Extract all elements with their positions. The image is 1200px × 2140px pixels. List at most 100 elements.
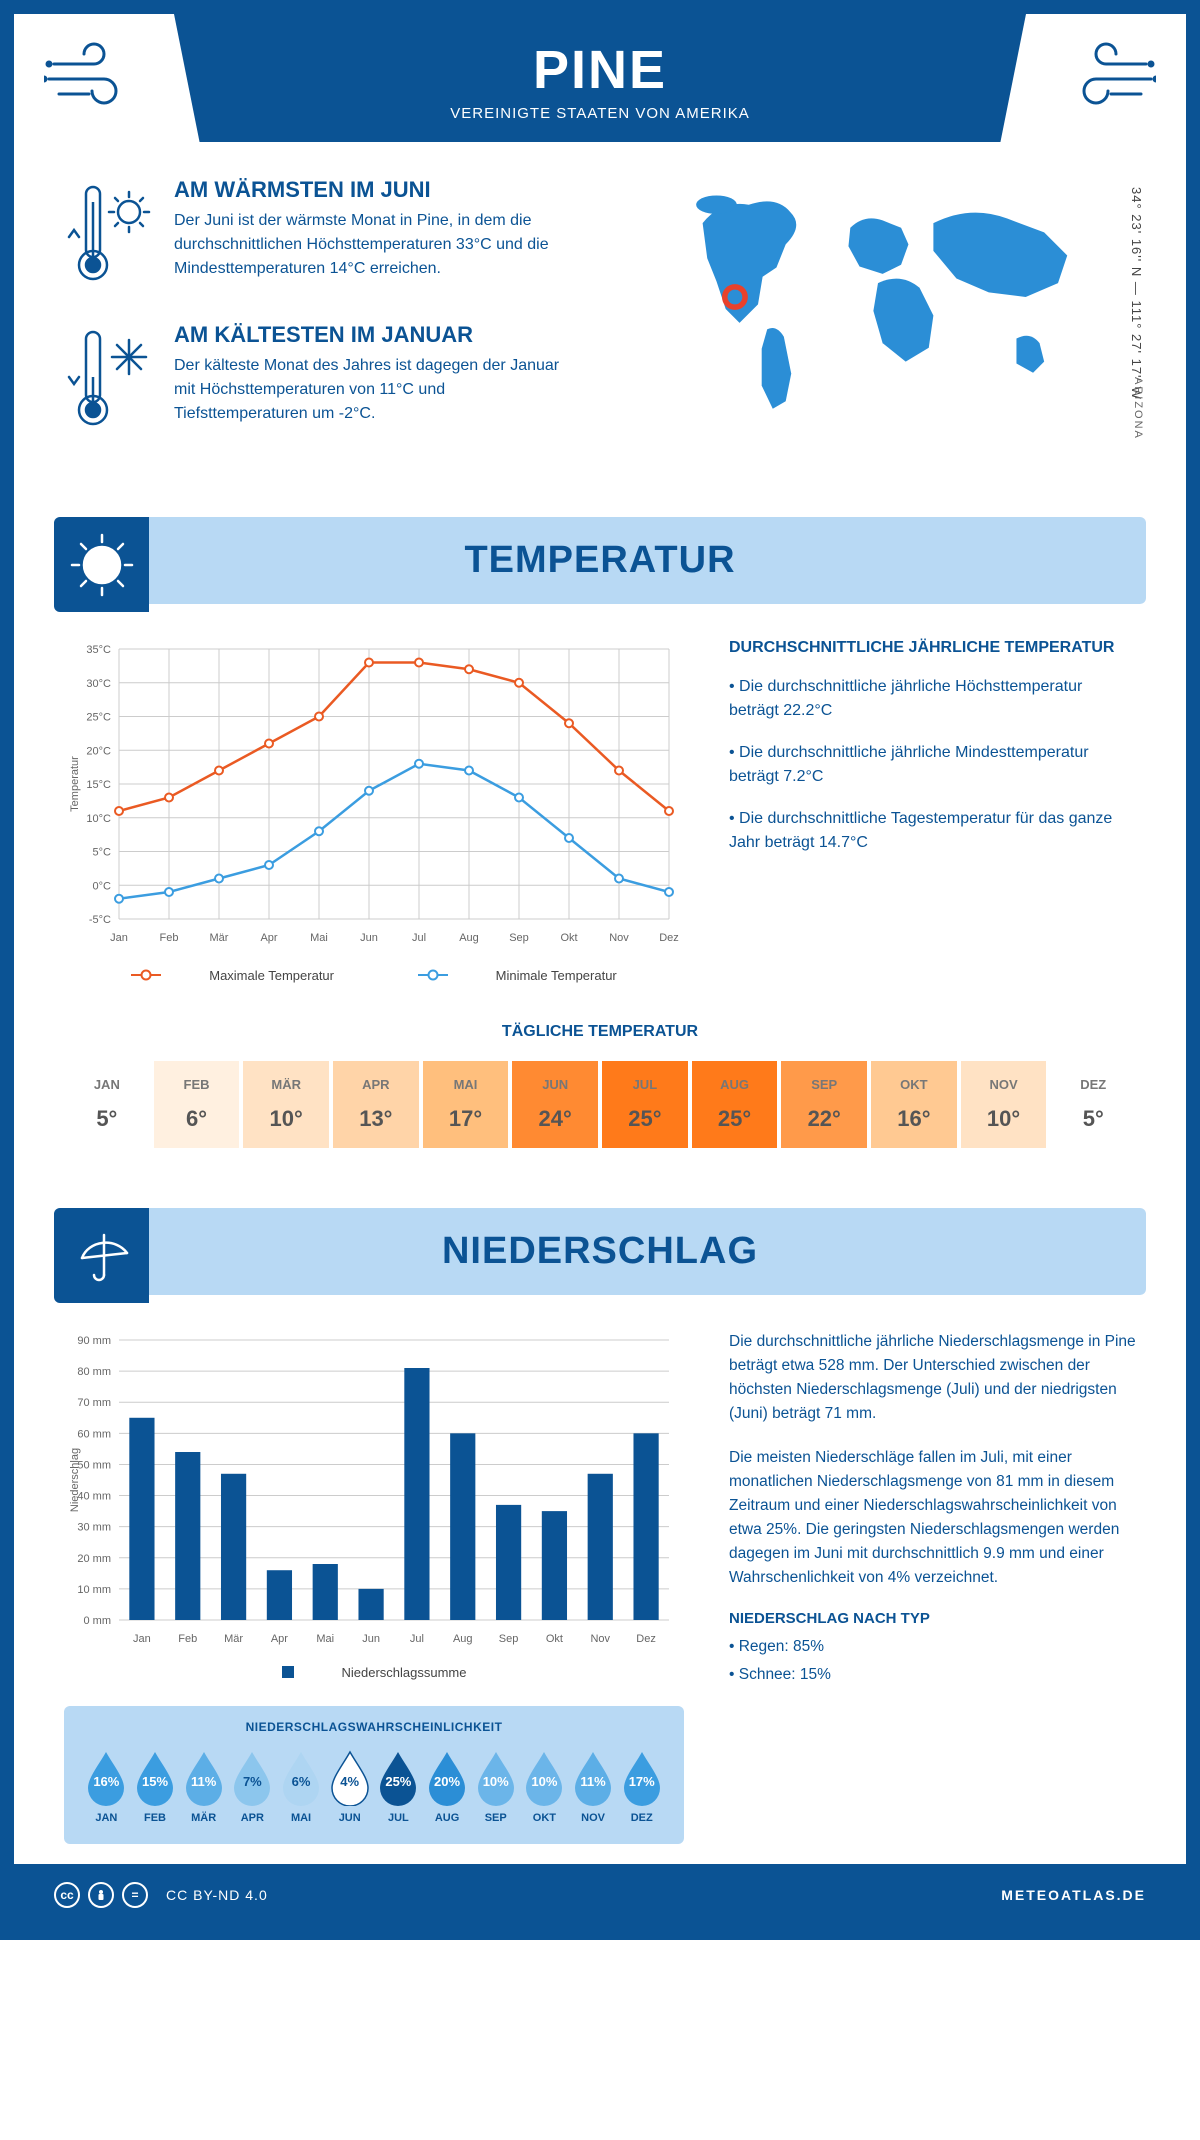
svg-text:60 mm: 60 mm	[77, 1428, 111, 1440]
daily-temp-cell: MÄR10°	[243, 1061, 333, 1148]
precip-para-0: Die durchschnittliche jährliche Niedersc…	[729, 1330, 1136, 1426]
svg-text:Jun: Jun	[360, 932, 378, 944]
probability-box: NIEDERSCHLAGSWAHRSCHEINLICHKEIT 16%JAN15…	[64, 1706, 684, 1844]
precipitation-info: Die durchschnittliche jährliche Niedersc…	[729, 1330, 1136, 1845]
precip-by-type-0: • Regen: 85%	[729, 1635, 1136, 1659]
temperature-body: -5°C0°C5°C10°C15°C20°C25°C30°C35°CJanFeb…	[14, 604, 1186, 1003]
temperature-legend: Maximale Temperatur Minimale Temperatur	[64, 964, 684, 983]
svg-text:0°C: 0°C	[93, 880, 112, 892]
svg-text:Dez: Dez	[636, 1633, 656, 1645]
svg-text:Jan: Jan	[110, 932, 128, 944]
temperature-title: TEMPERATUR	[54, 539, 1146, 582]
temp-bullet-2: • Die durchschnittliche Tagestemperatur …	[729, 807, 1136, 855]
probability-drop: 10%SEP	[471, 1748, 520, 1824]
world-map	[620, 177, 1136, 417]
daily-temp-cell: OKT16°	[871, 1061, 961, 1148]
svg-text:0 mm: 0 mm	[84, 1615, 112, 1627]
probability-drop: 15%FEB	[131, 1748, 180, 1824]
precip-by-type-1: • Schnee: 15%	[729, 1663, 1136, 1687]
warmest-title: AM WÄRMSTEN IM JUNI	[174, 177, 580, 203]
coordinates-text: 34° 23' 16'' N — 111° 27' 17'' W	[1129, 187, 1144, 400]
svg-text:80 mm: 80 mm	[77, 1366, 111, 1378]
probability-drop: 20%AUG	[423, 1748, 472, 1824]
daily-temp-cell: FEB6°	[154, 1061, 244, 1148]
legend-max-label: Maximale Temperatur	[209, 968, 334, 983]
footer: cc = CC BY-ND 4.0 METEOATLAS.DE	[14, 1864, 1186, 1926]
svg-text:-5°C: -5°C	[89, 914, 111, 926]
temp-bullet-0: • Die durchschnittliche jährliche Höchst…	[729, 675, 1136, 723]
temp-info-title: DURCHSCHNITTLICHE JÄHRLICHE TEMPERATUR	[729, 639, 1136, 657]
svg-text:10 mm: 10 mm	[77, 1583, 111, 1595]
daily-temp-cell: APR13°	[333, 1061, 423, 1148]
svg-text:10°C: 10°C	[86, 813, 111, 825]
probability-drop: 16%JAN	[82, 1748, 131, 1824]
temperature-chart: -5°C0°C5°C10°C15°C20°C25°C30°C35°CJanFeb…	[64, 639, 684, 983]
svg-text:40 mm: 40 mm	[77, 1490, 111, 1502]
svg-text:30°C: 30°C	[86, 678, 111, 690]
header-banner: PINE VEREINIGTE STAATEN VON AMERIKA	[174, 14, 1026, 142]
svg-text:15°C: 15°C	[86, 779, 111, 791]
svg-text:Jul: Jul	[410, 1633, 424, 1645]
wind-icon-left	[44, 39, 139, 119]
warmest-text: Der Juni ist der wärmste Monat in Pine, …	[174, 209, 580, 281]
svg-text:20 mm: 20 mm	[77, 1552, 111, 1564]
daily-temp-row: JAN5°FEB6°MÄR10°APR13°MAI17°JUN24°JUL25°…	[64, 1061, 1136, 1148]
infographic-container: PINE VEREINIGTE STAATEN VON AMERIKA AM W…	[0, 0, 1200, 1940]
daily-temperature: TÄGLICHE TEMPERATUR JAN5°FEB6°MÄR10°APR1…	[14, 1003, 1186, 1188]
svg-text:Mai: Mai	[316, 1633, 334, 1645]
precipitation-section-header: NIEDERSCHLAG	[54, 1208, 1146, 1295]
daily-temp-cell: SEP22°	[781, 1061, 871, 1148]
daily-temp-cell: NOV10°	[961, 1061, 1051, 1148]
svg-text:Okt: Okt	[560, 932, 577, 944]
probability-drop: 17%DEZ	[617, 1748, 666, 1824]
svg-text:20°C: 20°C	[86, 745, 111, 757]
location-title: PINE	[174, 39, 1026, 101]
svg-text:Jun: Jun	[362, 1633, 380, 1645]
coldest-block: AM KÄLTESTEN IM JANUAR Der kälteste Mona…	[64, 322, 580, 437]
svg-text:Apr: Apr	[271, 1633, 288, 1645]
svg-text:Mär: Mär	[210, 932, 229, 944]
svg-text:5°C: 5°C	[93, 847, 112, 859]
map-column: 34° 23' 16'' N — 111° 27' 17'' W ARIZONA	[620, 177, 1136, 467]
daily-temp-cell: JAN5°	[64, 1061, 154, 1148]
location-subtitle: VEREINIGTE STAATEN VON AMERIKA	[174, 105, 1026, 122]
svg-text:Sep: Sep	[509, 932, 529, 944]
footer-license: cc = CC BY-ND 4.0	[54, 1882, 268, 1908]
probability-drop: 7%APR	[228, 1748, 277, 1824]
thermometer-sun-icon	[64, 177, 154, 292]
svg-text:Feb: Feb	[178, 1633, 197, 1645]
license-text: CC BY-ND 4.0	[166, 1887, 268, 1903]
probability-title: NIEDERSCHLAGSWAHRSCHEINLICHKEIT	[82, 1720, 666, 1734]
svg-text:Apr: Apr	[260, 932, 277, 944]
sun-icon	[54, 517, 149, 612]
region-label: ARIZONA	[1132, 377, 1144, 440]
intro-text-column: AM WÄRMSTEN IM JUNI Der Juni ist der wär…	[64, 177, 580, 467]
precipitation-chart: 0 mm10 mm20 mm30 mm40 mm50 mm60 mm70 mm8…	[64, 1330, 684, 1650]
precipitation-title: NIEDERSCHLAG	[54, 1230, 1146, 1273]
svg-text:50 mm: 50 mm	[77, 1459, 111, 1471]
svg-text:Jan: Jan	[133, 1633, 151, 1645]
cc-icon: cc	[54, 1882, 80, 1908]
svg-text:Sep: Sep	[499, 1633, 519, 1645]
svg-text:Okt: Okt	[546, 1633, 563, 1645]
umbrella-icon	[54, 1208, 149, 1303]
svg-text:Mär: Mär	[224, 1633, 243, 1645]
daily-temp-cell: JUL25°	[602, 1061, 692, 1148]
legend-min-label: Minimale Temperatur	[496, 968, 617, 983]
coldest-title: AM KÄLTESTEN IM JANUAR	[174, 322, 580, 348]
thermometer-snow-icon	[64, 322, 154, 437]
svg-text:Aug: Aug	[459, 932, 479, 944]
probability-drop: 6%MAI	[277, 1748, 326, 1824]
probability-drop: 25%JUL	[374, 1748, 423, 1824]
svg-text:Niederschlag: Niederschlag	[69, 1447, 81, 1511]
svg-text:90 mm: 90 mm	[77, 1335, 111, 1347]
svg-text:Nov: Nov	[590, 1633, 610, 1645]
daily-temp-title: TÄGLICHE TEMPERATUR	[64, 1023, 1136, 1041]
warmest-block: AM WÄRMSTEN IM JUNI Der Juni ist der wär…	[64, 177, 580, 292]
svg-text:Mai: Mai	[310, 932, 328, 944]
probability-drop: 10%OKT	[520, 1748, 569, 1824]
intro-section: AM WÄRMSTEN IM JUNI Der Juni ist der wär…	[14, 142, 1186, 497]
probability-drop: 4%JUN	[325, 1748, 374, 1824]
svg-text:Dez: Dez	[659, 932, 679, 944]
temperature-section-header: TEMPERATUR	[54, 517, 1146, 604]
